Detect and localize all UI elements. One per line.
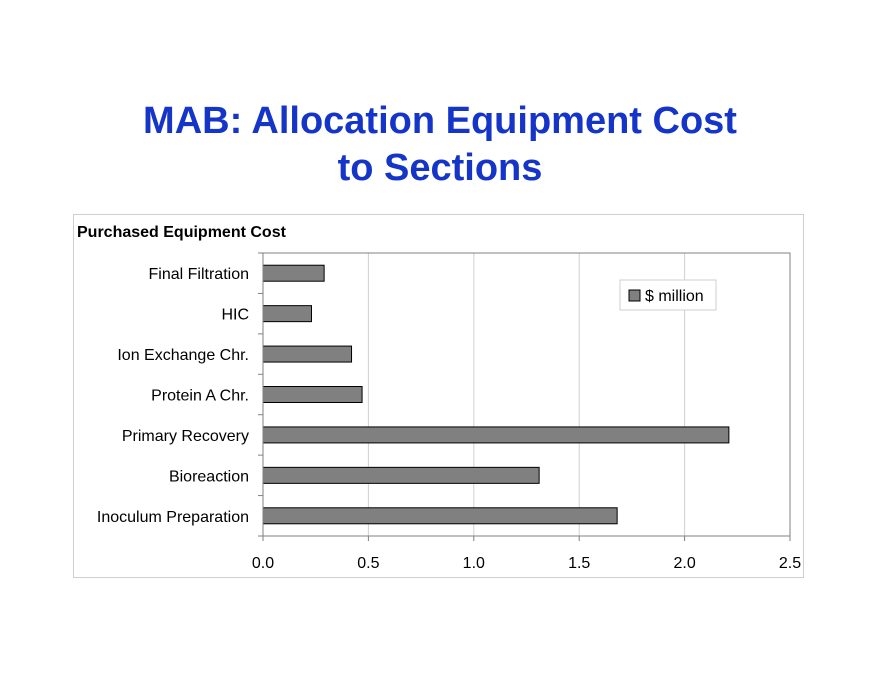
bars — [262, 264, 730, 525]
bar — [262, 386, 363, 403]
category-label: Protein A Chr. — [151, 388, 249, 405]
category-labels: Final Filtration HIC Ion Exchange Chr. Prot… — [97, 266, 249, 526]
chart-container: Purchased Equipment Cost Final Filtratio… — [73, 214, 804, 578]
chart-title: Purchased Equipment Cost — [77, 224, 287, 241]
bar — [262, 345, 353, 363]
slide-title: MAB: Allocation Equipment Cost to Sectio… — [0, 98, 880, 192]
y-axis-ticks — [258, 252, 263, 537]
bar-chart: Purchased Equipment Cost Final Filtratio… — [77, 224, 801, 572]
x-tick-label: 0.0 — [252, 555, 274, 572]
x-tick-label: 1.5 — [568, 555, 590, 572]
bar — [262, 507, 618, 525]
plot-area — [262, 252, 791, 537]
category-label: Ion Exchange Chr. — [117, 347, 249, 364]
category-label: HIC — [221, 307, 249, 324]
bar — [262, 466, 540, 484]
category-label: Bioreaction — [169, 468, 249, 485]
bar — [262, 264, 325, 282]
x-tick-label: 2.0 — [673, 555, 695, 572]
legend-label: $ million — [645, 288, 704, 305]
category-label: Inoculum Preparation — [97, 509, 249, 526]
legend: $ million — [619, 279, 717, 311]
category-label: Primary Recovery — [122, 428, 249, 445]
legend-swatch — [628, 289, 641, 302]
x-tick-label: 1.0 — [463, 555, 485, 572]
category-label: Final Filtration — [149, 266, 249, 283]
x-tick-label: 2.5 — [779, 555, 801, 572]
x-axis-ticks — [262, 536, 791, 541]
x-tick-labels: 0.0 0.5 1.0 1.5 2.0 2.5 — [252, 555, 801, 572]
bar — [262, 305, 312, 323]
x-tick-label: 0.5 — [357, 555, 379, 572]
bar — [262, 426, 730, 444]
slide-title-line-1: MAB: Allocation Equipment Cost — [143, 100, 737, 142]
slide-title-line-2: to Sections — [337, 147, 543, 189]
